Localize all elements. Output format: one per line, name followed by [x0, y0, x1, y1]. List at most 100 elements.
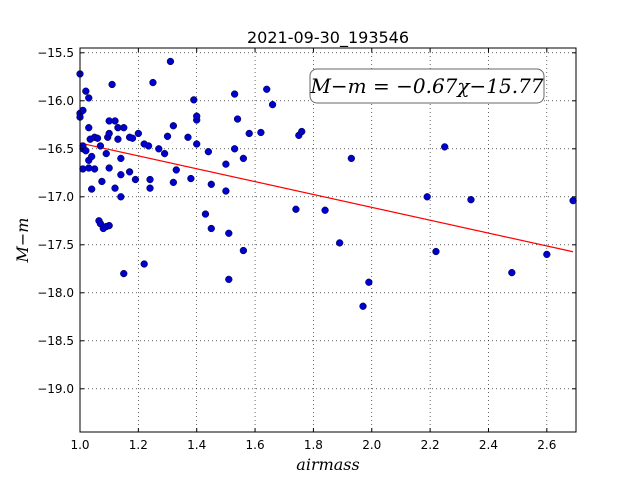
- y-tick-label: −18.5: [37, 334, 74, 348]
- y-tick-labels: −15.5 −16.0 −16.5 −17.0 −17.5 −18.0 −18.5 −19.0: [37, 46, 74, 396]
- data-point: [155, 145, 163, 153]
- data-point: [111, 184, 119, 192]
- data-point: [117, 154, 125, 163]
- chart-title: 2021-09-30_193546: [247, 28, 409, 48]
- fit-line-group: [79, 142, 574, 253]
- x-tick-label: 1.0: [70, 438, 89, 452]
- data-point: [105, 164, 113, 172]
- data-point: [190, 96, 198, 104]
- data-point: [93, 134, 102, 142]
- plot-frame: [79, 47, 577, 433]
- data-point: [225, 275, 233, 284]
- data-point: [204, 148, 213, 156]
- data-point: [321, 206, 329, 214]
- data-point: [88, 152, 96, 161]
- data-point: [140, 260, 148, 268]
- data-point: [90, 165, 99, 173]
- data-point: [128, 134, 137, 142]
- data-point: [105, 221, 113, 230]
- data-point: [166, 57, 175, 66]
- data-point: [117, 171, 125, 179]
- data-point: [257, 128, 265, 137]
- data-point: [149, 78, 157, 87]
- fit-line: [79, 142, 574, 253]
- data-point: [347, 154, 355, 163]
- data-point: [193, 112, 201, 120]
- data-point: [117, 193, 125, 201]
- data-point: [298, 127, 306, 136]
- data-point: [160, 149, 169, 158]
- data-point: [146, 184, 154, 192]
- y-tick-label: −19.0: [37, 382, 74, 396]
- data-point: [184, 133, 192, 141]
- data-point: [146, 175, 154, 184]
- data-point: [467, 196, 475, 204]
- data-point: [88, 185, 96, 193]
- y-axis-label: M−m: [13, 218, 32, 264]
- data-point: [336, 239, 344, 247]
- fit-equation-box: M−m = −0.67χ−15.77: [309, 68, 545, 104]
- data-point: [207, 180, 215, 188]
- data-point: [102, 149, 110, 158]
- data-point: [569, 196, 577, 205]
- data-point: [359, 302, 367, 310]
- data-point: [96, 142, 105, 150]
- y-tick-label: −16.5: [37, 142, 74, 156]
- y-tick-label: −16.0: [37, 94, 74, 108]
- data-point: [230, 145, 239, 153]
- data-point: [233, 115, 242, 123]
- data-point: [82, 147, 90, 155]
- data-point: [508, 268, 516, 277]
- data-point: [207, 224, 215, 233]
- data-point: [423, 193, 431, 201]
- x-axis-label: airmass: [296, 455, 359, 474]
- data-points: [76, 57, 577, 310]
- data-point: [187, 174, 195, 183]
- x-tick-labels: 1.0 1.2 1.4 1.6 1.8 2.0 2.2 2.4 2.6: [70, 438, 556, 452]
- data-point: [134, 129, 143, 138]
- data-point: [230, 90, 239, 98]
- data-point: [111, 117, 119, 125]
- data-point: [201, 210, 210, 218]
- fit-equation: M−m = −0.67χ−15.77: [309, 74, 543, 98]
- data-point: [268, 100, 277, 109]
- data-point: [120, 269, 128, 278]
- data-point: [441, 143, 449, 151]
- y-tick-label: −17.5: [37, 238, 74, 252]
- y-tick-label: −15.5: [37, 46, 74, 60]
- data-point: [169, 178, 178, 187]
- x-tick-label: 2.6: [537, 438, 556, 452]
- data-point: [365, 278, 373, 286]
- data-point: [98, 177, 106, 186]
- data-point: [222, 160, 230, 168]
- data-point: [292, 205, 300, 213]
- data-point: [193, 140, 201, 148]
- data-point: [79, 106, 87, 115]
- data-point: [125, 168, 134, 176]
- data-point: [163, 132, 172, 140]
- fit-equation-frame: [309, 68, 545, 104]
- y-tick-label: −18.0: [37, 286, 74, 300]
- data-point: [131, 175, 140, 184]
- x-tick-label: 1.8: [304, 438, 323, 452]
- data-point: [172, 166, 180, 174]
- data-point: [105, 129, 113, 138]
- x-tick-label: 1.2: [129, 438, 148, 452]
- data-point: [432, 247, 440, 256]
- x-tick-label: 2.4: [479, 438, 498, 452]
- tick-marks: [79, 48, 576, 432]
- data-point: [169, 122, 178, 130]
- x-tick-label: 2.0: [362, 438, 381, 452]
- data-point: [239, 246, 248, 255]
- data-point: [245, 129, 253, 138]
- data-point: [543, 250, 551, 259]
- data-point: [108, 80, 116, 89]
- x-tick-label: 1.6: [246, 438, 265, 452]
- data-point: [263, 85, 271, 93]
- x-tick-label: 1.4: [187, 438, 206, 452]
- x-tick-label: 2.2: [421, 438, 440, 452]
- data-point: [222, 187, 230, 195]
- data-point: [239, 154, 248, 163]
- data-point: [144, 142, 153, 150]
